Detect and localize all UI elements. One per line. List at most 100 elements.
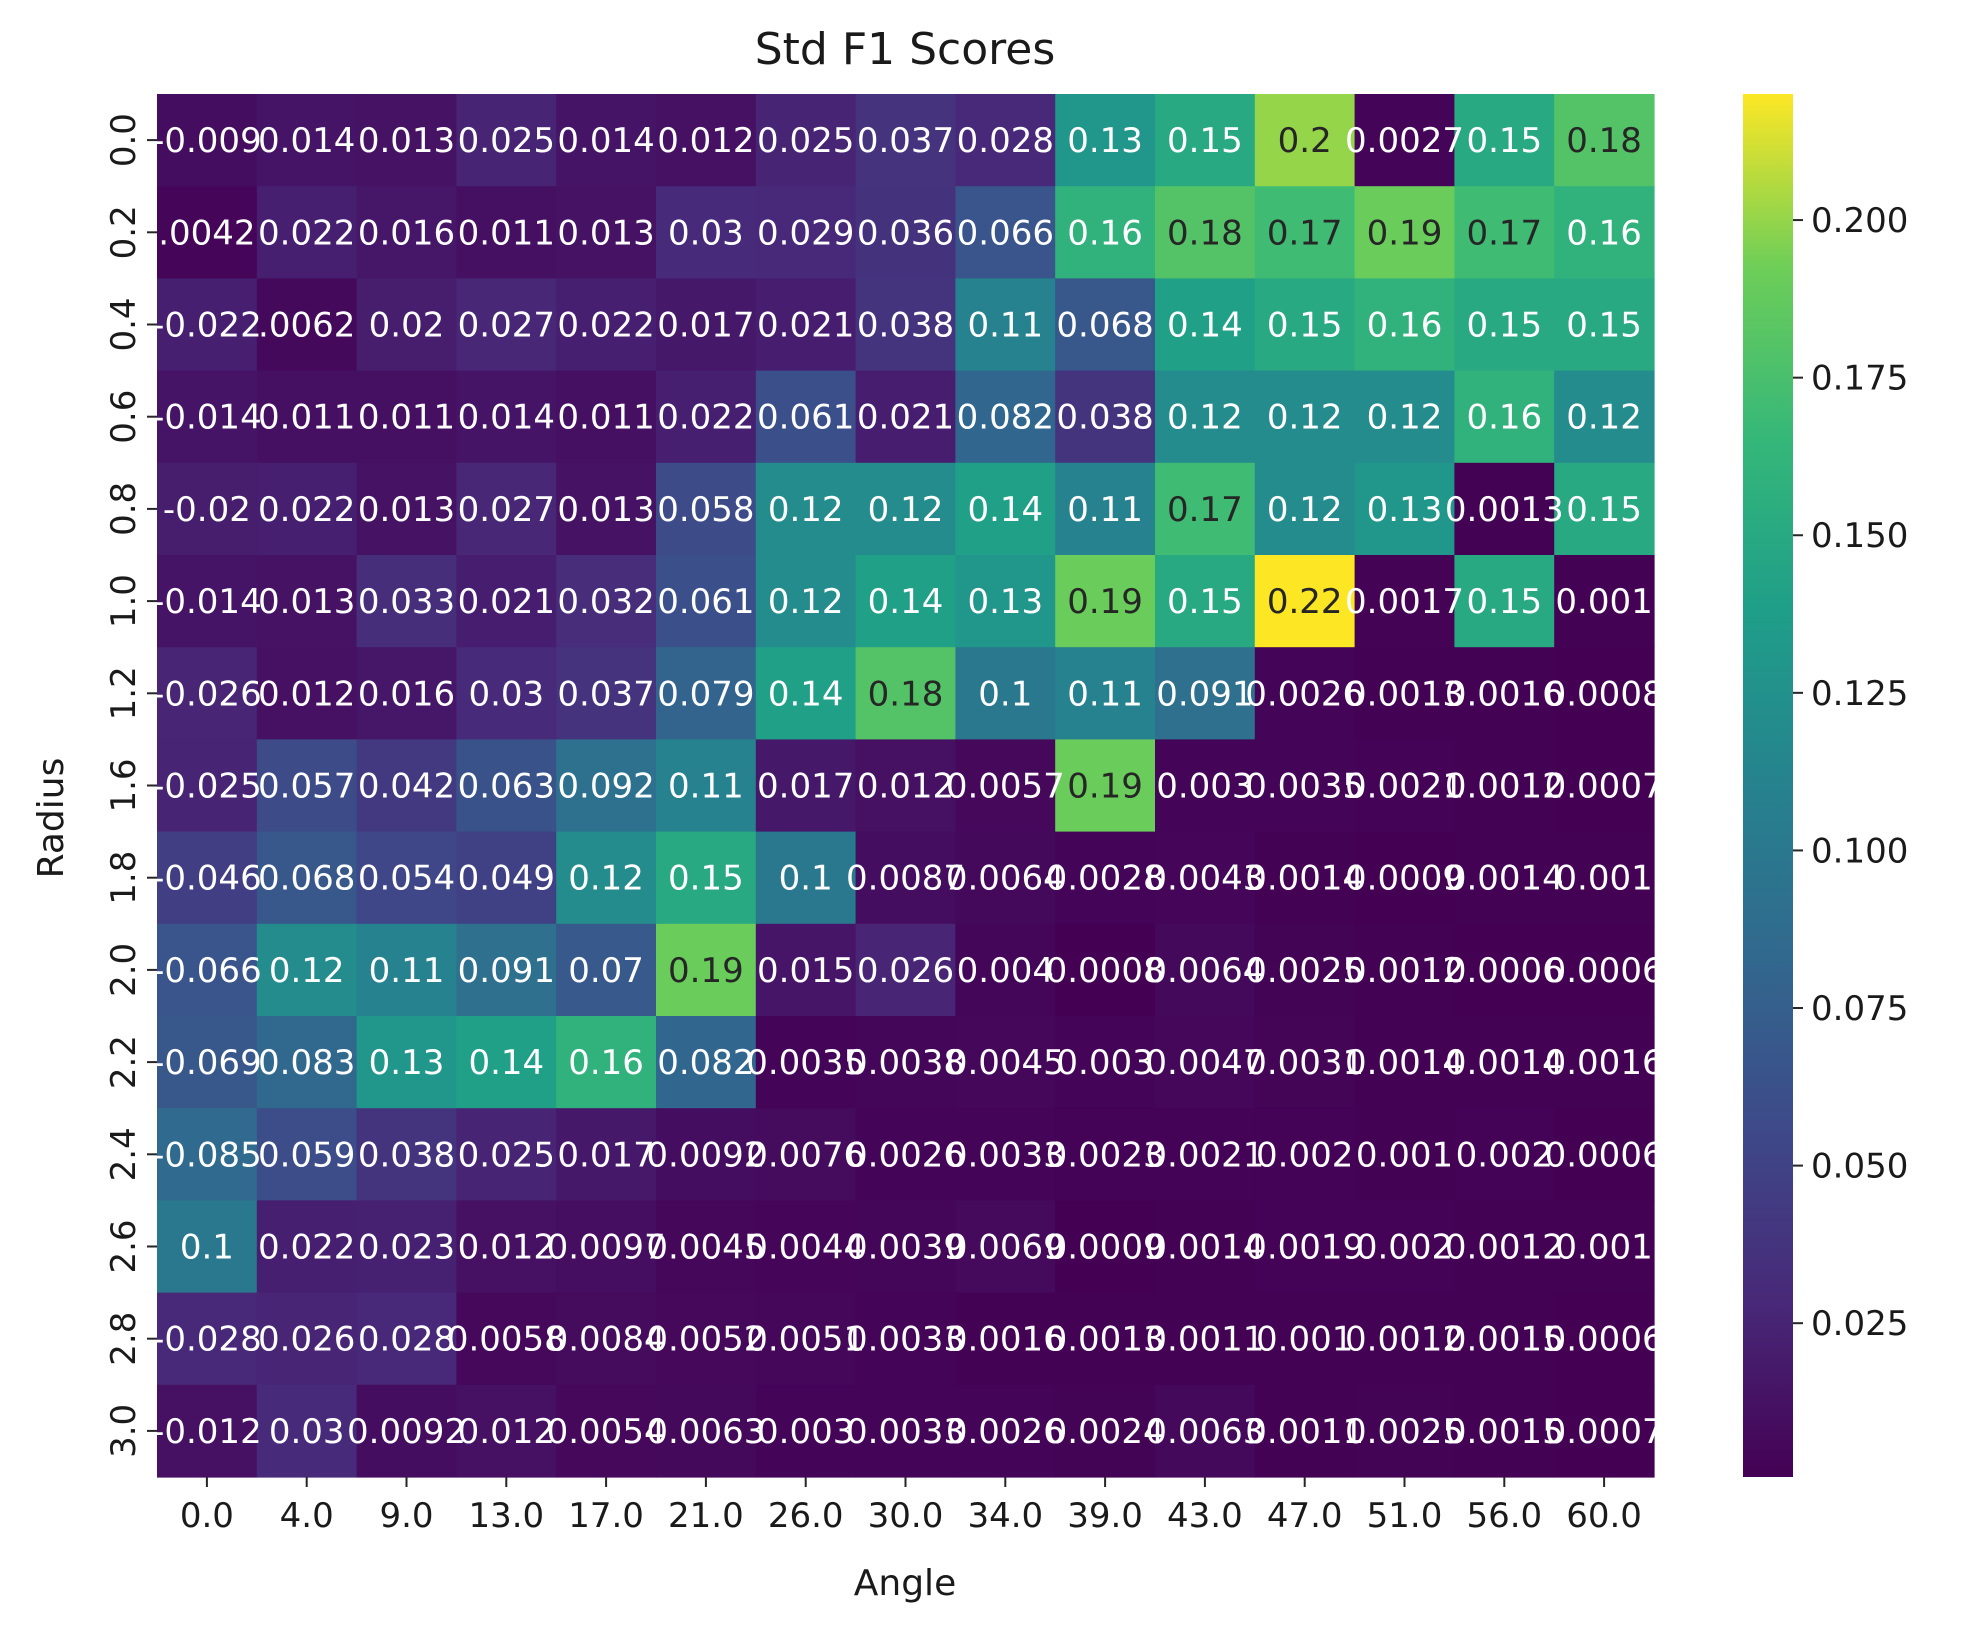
cell-value-label: 0.0035 — [746, 1043, 865, 1083]
heatmap-cell — [1155, 94, 1256, 187]
heatmap-cell — [556, 1384, 657, 1478]
heatmap-cell — [955, 647, 1056, 740]
heatmap-cell — [1454, 186, 1555, 279]
cell-value-label: 0.054 — [358, 859, 455, 899]
heatmap-cell — [556, 186, 657, 279]
heatmap-cell — [1155, 739, 1256, 833]
heatmap-cell — [157, 555, 258, 648]
cell-value-label: 0.002 — [1356, 1228, 1453, 1268]
cell-value-label: 0.03 — [468, 674, 544, 714]
cell-value-label: 0.026 — [258, 1320, 355, 1360]
y-tick-label: 1.2 — [104, 666, 144, 720]
heatmap-cell — [1254, 923, 1356, 1017]
heatmap-cell — [1254, 94, 1356, 187]
cell-value-label: 0.003 — [757, 1412, 854, 1452]
cell-value-label: 0.001 — [1555, 1228, 1652, 1268]
cell-value-label: 0.0051 — [746, 1320, 865, 1360]
heatmap-cell — [1155, 923, 1256, 1017]
cell-value-label: 0.12 — [1267, 490, 1343, 530]
heatmap-cell — [356, 186, 457, 279]
heatmap-cell — [456, 739, 557, 833]
cell-value-label: 0.17 — [1267, 213, 1343, 253]
cell-value-label: 0.002 — [1456, 1135, 1553, 1175]
heatmap-cell — [1454, 831, 1555, 925]
cell-value-label: 0.025 — [458, 121, 555, 161]
heatmap-cell — [755, 370, 857, 464]
cell-value-label: 0.0045 — [646, 1228, 765, 1268]
heatmap-cell — [1155, 1384, 1256, 1478]
heatmap-cell — [656, 462, 757, 556]
cell-value-label: 0.049 — [458, 859, 555, 899]
heatmap-cell — [157, 739, 258, 833]
heatmap-cell — [1155, 1108, 1256, 1201]
heatmap-cell — [1454, 278, 1555, 372]
cell-value-label: 0.17 — [1167, 490, 1243, 530]
heatmap-cell — [1454, 462, 1555, 556]
heatmap-cell — [755, 923, 857, 1017]
cell-value-label: 0.18 — [868, 674, 944, 714]
cell-value-label: 0.02 — [369, 306, 445, 346]
heatmap-cell — [1254, 1108, 1356, 1201]
heatmap-cell — [1055, 462, 1156, 556]
cell-value-label: 0.0007 — [1545, 1412, 1664, 1452]
heatmap-cell — [1554, 647, 1655, 740]
heatmap-cell — [1055, 94, 1156, 187]
heatmap-cell — [1554, 278, 1655, 372]
heatmap-cell — [456, 1200, 557, 1294]
heatmap-cell — [157, 647, 258, 740]
heatmap-cell — [1254, 739, 1356, 833]
cell-value-label: 0.091 — [458, 951, 555, 991]
cell-value-label: 0.18 — [1167, 213, 1243, 253]
cell-value-label: 0.0014 — [1345, 1043, 1464, 1083]
cell-value-label: 0.1 — [779, 859, 833, 899]
y-tick-label: 0.4 — [104, 297, 144, 351]
cell-value-label: 0.0021 — [1345, 767, 1464, 807]
cell-value-label: 0.013 — [557, 490, 654, 530]
heatmap-cell — [656, 739, 757, 833]
cell-value-label: 0.001 — [1256, 1320, 1353, 1360]
x-tick-label: 39.0 — [1067, 1496, 1143, 1536]
heatmap-cell — [1055, 647, 1156, 740]
heatmap-cell — [656, 647, 757, 740]
heatmap-cell — [955, 1016, 1056, 1109]
x-tick-label: 0.0 — [180, 1496, 234, 1536]
cell-value-label: 0.11 — [369, 951, 445, 991]
heatmap-cell — [456, 1108, 557, 1201]
cell-value-label: 0.18 — [1566, 121, 1642, 161]
cell-value-label: 0.14 — [468, 1043, 544, 1083]
cell-value-label: 0.012 — [458, 1412, 555, 1452]
heatmap-cell — [1454, 739, 1555, 833]
colorbar-tick-label: 0.100 — [1811, 831, 1908, 871]
cell-value-label: -0.085 — [152, 1135, 262, 1175]
cell-value-label: 0.037 — [557, 674, 654, 714]
y-tick-label: 1.0 — [104, 574, 144, 628]
cell-value-label: 0.0033 — [846, 1412, 965, 1452]
heatmap-cell — [556, 647, 657, 740]
heatmap-cell — [556, 1016, 657, 1109]
heatmap-cell — [1354, 923, 1455, 1017]
heatmap-cell — [1254, 1200, 1356, 1294]
heatmap-cell — [1554, 1016, 1655, 1109]
cell-value-label: 0.016 — [358, 213, 455, 253]
heatmap-cell — [1155, 278, 1256, 372]
colorbar-tick-label: 0.200 — [1811, 201, 1908, 241]
heatmap-cell — [1254, 555, 1356, 648]
cell-value-label: 0.042 — [358, 767, 455, 807]
heatmap-cell — [1354, 1292, 1455, 1386]
heatmap-cell — [456, 1292, 557, 1386]
cell-value-label: -0.009 — [152, 121, 262, 161]
y-tick-label: 0.8 — [104, 482, 144, 536]
cell-value-label: .0062 — [258, 306, 355, 346]
heatmap-cell — [1254, 1292, 1356, 1386]
heatmap-cell — [1354, 739, 1455, 833]
cell-value-label: 0.19 — [1367, 213, 1443, 253]
y-axis-label: Radius — [31, 758, 72, 879]
heatmap-cell — [1354, 94, 1455, 187]
heatmap-cell — [256, 94, 358, 187]
cell-value-label: 0.0044 — [746, 1228, 865, 1268]
cell-value-label: 0.013 — [358, 490, 455, 530]
heatmap-cell — [1354, 555, 1455, 648]
cell-value-label: 0.036 — [857, 213, 954, 253]
cell-value-label: 0.0006 — [1445, 951, 1564, 991]
